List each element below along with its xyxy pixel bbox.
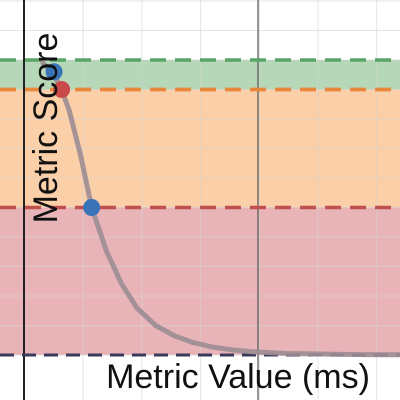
score-curve-0 — [40, 60, 400, 358]
y-axis-label: Metric Score — [27, 33, 65, 224]
x-axis-label: Metric Value (ms) — [106, 358, 370, 396]
axes — [23, 0, 259, 400]
threshold-lines — [0, 58, 400, 357]
points-layer — [45, 63, 101, 216]
data-point-1 — [83, 199, 101, 216]
curve-layer — [40, 60, 400, 358]
data-point-0 — [53, 81, 71, 98]
data-point-2 — [45, 63, 63, 81]
score-band-0 — [0, 207, 400, 355]
